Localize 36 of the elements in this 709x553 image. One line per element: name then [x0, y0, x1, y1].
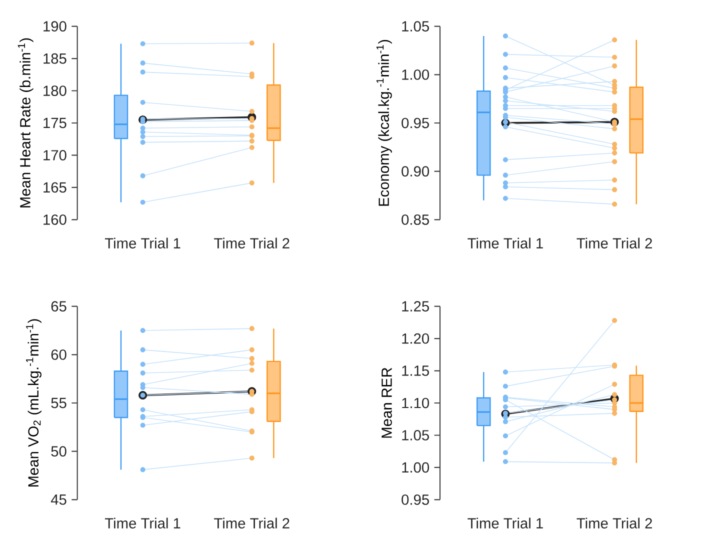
y-tick-label: 55 — [51, 398, 66, 408]
y-tick-label: 0.85 — [402, 214, 429, 225]
x-tick-label: Time Trial 1 — [468, 518, 543, 528]
y-tick-label: 65 — [51, 301, 66, 312]
y-tick-label: 1.00 — [402, 69, 430, 80]
x-tick-label: Time Trial 1 — [104, 238, 180, 248]
y-tick-label: 170 — [44, 150, 66, 160]
x-tick-label: Time Trial 2 — [214, 238, 290, 248]
y-tick-label: 1.05 — [402, 430, 429, 440]
y-tick-label: 1.20 — [402, 333, 430, 344]
x-tick-label: Time Trial 2 — [214, 518, 290, 528]
y-axis-title: Mean Heart Rate (b.min$^{-1}$) — [18, 38, 34, 208]
y-tick-label: 190 — [44, 21, 66, 32]
x-tick-label: Time Trial 2 — [576, 518, 652, 528]
y-tick-label: 1.05 — [402, 21, 429, 32]
y-tick-label: 0.95 — [402, 118, 429, 128]
y-tick-label: 0.95 — [402, 494, 429, 505]
y-tick-label: 185 — [44, 53, 66, 64]
y-tick-label: 1.10 — [402, 398, 430, 408]
y-axis-title: Economy (kcal.kg.$^{-1}$min$^{-1}$) — [376, 40, 392, 206]
y-tick-label: 50 — [51, 446, 66, 457]
y-tick-label: 175 — [44, 118, 66, 128]
x-tick-label: Time Trial 2 — [576, 238, 652, 248]
y-tick-label: 165 — [44, 182, 66, 193]
y-axis-title: Mean VO$_{2}$ (mL.kg.$^{-1}$min$^{-1}$) — [26, 319, 42, 486]
y-tick-label: 160 — [44, 214, 66, 225]
x-tick-label: Time Trial 1 — [104, 518, 180, 528]
y-tick-label: 45 — [50, 494, 66, 505]
x-tick-label: Time Trial 1 — [468, 238, 543, 248]
y-tick-label: 1.25 — [402, 301, 429, 312]
y-tick-label: 1.00 — [402, 462, 430, 473]
y-tick-label: 60 — [51, 349, 66, 360]
y-axis-title: Mean RER — [382, 368, 392, 438]
y-tick-label: 1.15 — [402, 366, 429, 376]
y-tick-label: 0.90 — [402, 166, 430, 177]
y-tick-label: 180 — [44, 86, 66, 96]
